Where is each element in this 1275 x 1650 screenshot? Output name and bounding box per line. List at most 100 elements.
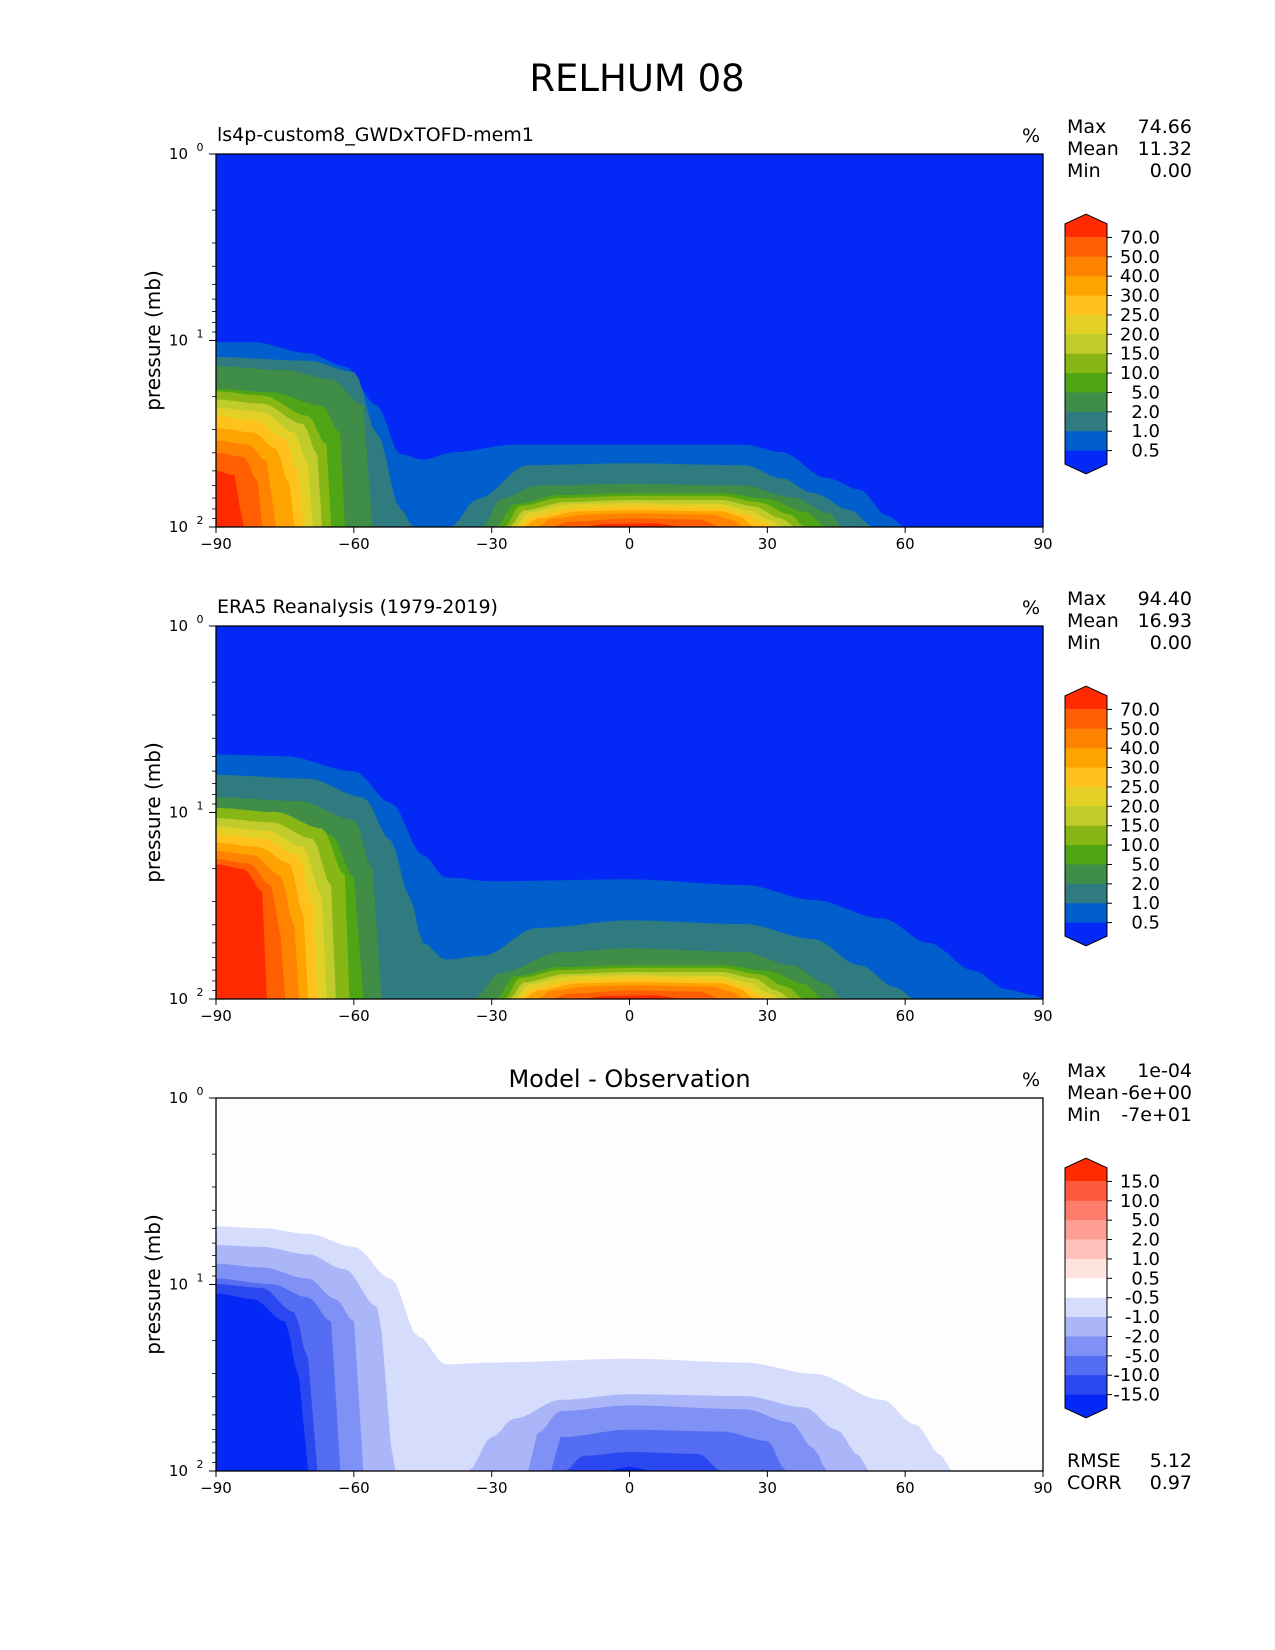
colorbar-swatch xyxy=(1065,1181,1107,1202)
y-tick-exponent: 0 xyxy=(197,141,204,154)
colorbar-label: -2.0 xyxy=(1125,1326,1160,1347)
x-tick-label: −30 xyxy=(476,535,508,553)
y-axis-label: pressure (mb) xyxy=(141,270,165,411)
colorbar-label: -5.0 xyxy=(1125,1346,1160,1367)
stat-value: 0.00 xyxy=(1150,160,1192,182)
colorbar-swatch xyxy=(1065,748,1107,769)
y-tick-exponent: 1 xyxy=(197,328,204,341)
colorbar-label: 5.0 xyxy=(1131,1210,1160,1231)
colorbar-swatch xyxy=(1065,709,1107,730)
x-tick-label: −90 xyxy=(200,1479,232,1497)
colorbar-extend-top xyxy=(1065,686,1107,710)
y-tick-exponent: 2 xyxy=(197,1458,204,1471)
y-tick-label: 10 xyxy=(169,1089,188,1107)
colorbar-label: -1.0 xyxy=(1125,1307,1160,1328)
colorbar-label: 1.0 xyxy=(1131,893,1160,914)
colorbar-swatch xyxy=(1065,256,1107,277)
x-tick-label: 0 xyxy=(625,535,635,553)
x-tick-label: 60 xyxy=(896,535,915,553)
x-tick-label: −30 xyxy=(476,1007,508,1025)
x-tick-label: 0 xyxy=(625,1479,635,1497)
colorbar-label: 2.0 xyxy=(1131,874,1160,895)
colorbar-swatch xyxy=(1065,786,1107,807)
stat-value: 94.40 xyxy=(1138,588,1192,610)
colorbar-swatch xyxy=(1065,373,1107,393)
y-tick-exponent: 1 xyxy=(197,1272,204,1285)
colorbar-label: 10.0 xyxy=(1120,1191,1160,1212)
x-tick-label: −90 xyxy=(200,535,232,553)
stat-value: 11.32 xyxy=(1138,138,1192,160)
x-tick-label: −60 xyxy=(338,1479,370,1497)
contour-band-0p5 xyxy=(216,754,1043,999)
colorbar: 70.050.040.030.025.020.015.010.05.02.01.… xyxy=(1064,685,1160,947)
x-tick-label: 90 xyxy=(1033,535,1052,553)
y-tick-label: 10 xyxy=(169,518,188,536)
y-tick-exponent: 2 xyxy=(197,986,204,999)
stat-value: -7e+01 xyxy=(1121,1104,1192,1126)
y-tick-exponent: 0 xyxy=(197,613,204,626)
colorbar-label: 15.0 xyxy=(1120,1171,1160,1192)
colorbar-swatch xyxy=(1065,314,1107,335)
x-tick-label: −60 xyxy=(338,1007,370,1025)
stat-value: 1e-04 xyxy=(1137,1060,1192,1082)
contour-band-40 xyxy=(216,850,1043,999)
contour-band-neg0p5 xyxy=(216,1226,1043,1471)
colorbar-label: -15.0 xyxy=(1113,1385,1160,1406)
stat-label: Min xyxy=(1067,160,1101,182)
colorbar-label: 50.0 xyxy=(1120,719,1160,740)
colorbar-swatch xyxy=(1065,883,1107,904)
colorbar-label: -10.0 xyxy=(1113,1365,1160,1386)
contour-band-30 xyxy=(216,428,1043,527)
colorbar-label: 2.0 xyxy=(1131,1230,1160,1251)
colorbar-swatch xyxy=(1065,276,1107,297)
colorbar-label: 15.0 xyxy=(1120,344,1160,365)
x-tick-label: 0 xyxy=(625,1007,635,1025)
extra-stat-label: RMSE xyxy=(1067,1450,1121,1472)
colorbar-extend-top xyxy=(1065,1158,1107,1182)
panel-title: Model - Observation xyxy=(508,1065,750,1093)
colorbar-label: 25.0 xyxy=(1120,777,1160,798)
y-tick-exponent: 2 xyxy=(197,514,204,527)
y-axis-label: pressure (mb) xyxy=(141,1214,165,1355)
panel-title: ls4p-custom8_GWDxTOFD-mem1 xyxy=(217,124,534,146)
x-tick-label: −60 xyxy=(338,535,370,553)
stat-value: -6e+00 xyxy=(1121,1082,1192,1104)
colorbar-swatch xyxy=(1065,1336,1107,1357)
colorbar-swatch xyxy=(1065,1317,1107,1337)
stat-label: Max xyxy=(1067,1060,1106,1082)
colorbar-label: 30.0 xyxy=(1120,758,1160,779)
colorbar-label: 20.0 xyxy=(1120,324,1160,345)
panel-diff: −90 −60 −30 0 30 60 90 10 0 10 1 10 2 pressure (mb) Mo… xyxy=(141,1060,1192,1497)
colorbar-label: 5.0 xyxy=(1131,382,1160,403)
colorbar-extend-bottom xyxy=(1065,1394,1107,1418)
colorbar-label: 0.5 xyxy=(1131,1268,1160,1289)
x-tick-label: −30 xyxy=(476,1479,508,1497)
panel-era5: −90 −60 −30 0 30 60 90 10 0 10 1 10 2 pressure (mb) ER… xyxy=(141,588,1192,1025)
colorbar-label: 0.5 xyxy=(1131,441,1160,462)
colorbar-swatch xyxy=(1065,1239,1107,1260)
extra-stat-label: CORR xyxy=(1067,1472,1122,1494)
colorbar-swatch xyxy=(1065,1278,1107,1299)
figure-title: RELHUM 08 xyxy=(529,57,744,100)
colorbar-label: 40.0 xyxy=(1120,738,1160,759)
x-tick-label: 30 xyxy=(758,1479,777,1497)
colorbar-swatch xyxy=(1065,334,1107,355)
colorbar-label: 10.0 xyxy=(1120,363,1160,384)
colorbar-swatch xyxy=(1065,411,1107,432)
x-tick-label: 90 xyxy=(1033,1479,1052,1497)
colorbar-swatch xyxy=(1065,1375,1107,1396)
colorbar-label: 15.0 xyxy=(1120,816,1160,837)
stat-label: Mean xyxy=(1067,138,1119,160)
colorbar-swatch xyxy=(1065,806,1107,827)
colorbar-label: 20.0 xyxy=(1120,796,1160,817)
colorbar-label: 5.0 xyxy=(1131,854,1160,875)
colorbar-swatch xyxy=(1065,767,1107,788)
x-tick-label: 60 xyxy=(896,1479,915,1497)
stat-label: Min xyxy=(1067,632,1101,654)
colorbar-extend-bottom xyxy=(1065,450,1107,474)
x-tick-label: 30 xyxy=(758,535,777,553)
colorbar-swatch xyxy=(1065,864,1107,885)
colorbar-label: 1.0 xyxy=(1131,1249,1160,1270)
contour-fill xyxy=(216,342,1043,527)
